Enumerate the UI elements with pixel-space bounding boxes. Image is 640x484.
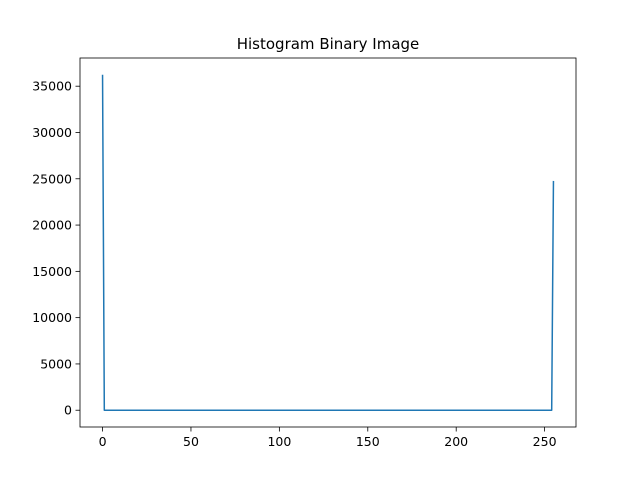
axes-frame bbox=[79, 57, 577, 428]
x-tick-label: 100 bbox=[267, 434, 291, 449]
y-tick-label: 0 bbox=[64, 403, 72, 418]
series-line-0 bbox=[101, 74, 555, 411]
x-tick-label: 0 bbox=[99, 434, 107, 449]
y-tick-label: 20000 bbox=[32, 218, 72, 233]
x-tick-label: 50 bbox=[183, 434, 199, 449]
x-tick-label: 250 bbox=[533, 434, 557, 449]
x-tick-label: 200 bbox=[444, 434, 468, 449]
plot-area: 0 50 100 150 200 250 0 5000 10000 15000 20000 25000… bbox=[32, 57, 577, 449]
y-tick-label: 5000 bbox=[40, 356, 72, 371]
y-tick-label: 10000 bbox=[32, 310, 72, 325]
y-tick-label: 15000 bbox=[32, 264, 72, 279]
y-tick-label: 35000 bbox=[32, 79, 72, 94]
x-tick-label: 150 bbox=[356, 434, 380, 449]
y-tick-label: 30000 bbox=[32, 125, 72, 140]
chart-title: Histogram Binary Image bbox=[237, 35, 420, 53]
y-tick-label: 25000 bbox=[32, 171, 72, 186]
